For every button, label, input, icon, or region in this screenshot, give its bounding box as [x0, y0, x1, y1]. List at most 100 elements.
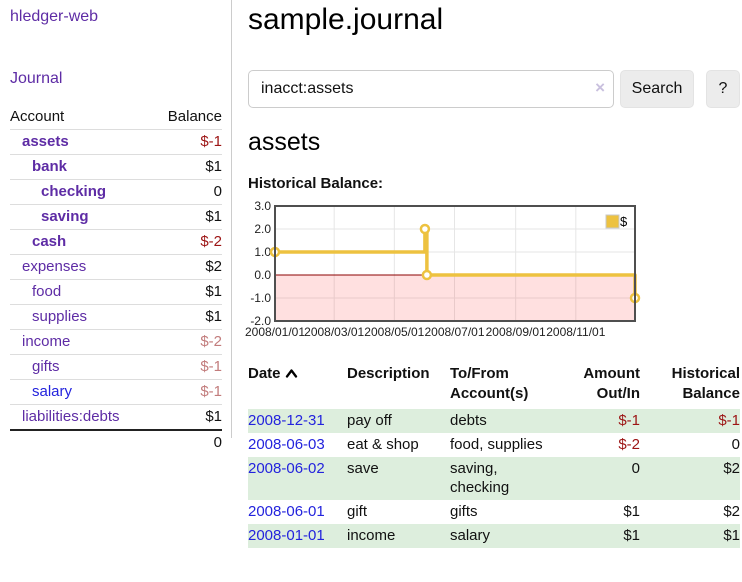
account-balance: 0: [213, 183, 222, 200]
account-balance: $1: [205, 208, 222, 225]
transaction-date-link[interactable]: 2008-06-03: [248, 436, 325, 453]
accounts-header-balance: Balance: [167, 108, 222, 125]
account-link-salary[interactable]: salary: [32, 383, 73, 400]
y-axis-tick-label: 0.0: [254, 268, 271, 282]
x-axis-tick-label: 2008/09/01: [485, 325, 546, 339]
transaction-amount: $1: [623, 503, 640, 520]
transaction-balance: $1: [723, 527, 740, 544]
accounts-total-row: 0: [10, 430, 222, 455]
register-row: 2008-06-02 save saving, checking 0 $2: [248, 457, 740, 500]
register-header-description: Description: [347, 365, 430, 382]
account-row: salary $-1: [10, 380, 222, 405]
register-row: 2008-01-01 income salary $1 $1: [248, 524, 740, 548]
account-balance: $1: [205, 158, 222, 175]
account-row: liabilities:debts $1: [10, 405, 222, 430]
clear-search-icon[interactable]: ×: [595, 78, 605, 97]
y-axis-tick-label: -1.0: [250, 291, 271, 305]
account-link-cash[interactable]: cash: [32, 233, 67, 250]
accounts-header-row: Account Balance: [10, 104, 222, 130]
account-row: expenses $2: [10, 255, 222, 280]
transaction-date-link[interactable]: 2008-06-01: [248, 503, 325, 520]
y-axis-tick-label: -2.0: [250, 314, 271, 328]
accounts-header-account: Account: [10, 108, 65, 125]
accounts-table: Account Balance assets $-1 bank $1 checkin…: [10, 104, 222, 455]
account-link-expenses[interactable]: expenses: [22, 258, 87, 275]
account-link-assets[interactable]: assets: [22, 133, 69, 150]
account-row: saving $1: [10, 205, 222, 230]
account-link-gifts[interactable]: gifts: [32, 358, 60, 375]
account-row: bank $1: [10, 155, 222, 180]
transaction-balance: 0: [731, 436, 740, 453]
page-title: sample.journal: [248, 3, 444, 36]
transaction-balance: $2: [723, 460, 740, 477]
account-row: assets $-1: [10, 130, 222, 155]
account-row: income $-2: [10, 330, 222, 355]
transaction-date-link[interactable]: 2008-12-31: [248, 412, 325, 429]
register-header-amount: Amount Out/In: [583, 365, 640, 402]
x-axis-tick-label: 2008/03/01: [304, 325, 365, 339]
register-header-account: To/From Account(s): [450, 365, 529, 402]
account-balance: $-2: [200, 233, 222, 250]
transaction-accounts: debts: [450, 412, 487, 429]
account-balance: $-2: [200, 333, 222, 350]
transaction-date-link[interactable]: 2008-01-01: [248, 527, 325, 544]
account-section-title: assets: [248, 128, 321, 156]
account-balance: $-1: [200, 133, 222, 150]
account-row: cash $-2: [10, 230, 222, 255]
transaction-amount: $-1: [618, 412, 640, 429]
account-link-saving[interactable]: saving: [41, 208, 89, 225]
transaction-description: save: [347, 460, 379, 477]
search-form: × Search ?: [248, 70, 740, 108]
account-balance: $1: [205, 408, 222, 425]
transaction-date-link[interactable]: 2008-06-02: [248, 460, 325, 477]
y-axis-tick-label: 1.0: [254, 245, 271, 259]
search-button[interactable]: Search: [620, 70, 694, 108]
y-axis-tick-label: 3.0: [254, 199, 271, 213]
transaction-accounts: gifts: [450, 503, 478, 520]
y-axis-tick-label: 2.0: [254, 222, 271, 236]
account-link-checking[interactable]: checking: [41, 183, 107, 200]
x-axis-tick-label: 2008/01/01: [244, 325, 306, 339]
transaction-description: gift: [347, 503, 368, 520]
sort-ascending-icon: [285, 364, 298, 384]
transaction-balance: $2: [723, 503, 740, 520]
account-row: checking 0: [10, 180, 222, 205]
app-title-link[interactable]: hledger-web: [10, 8, 99, 25]
register-header-date[interactable]: Date: [248, 362, 347, 409]
account-link-food[interactable]: food: [32, 283, 62, 300]
register-table: Date Description To/From Account(s) Amou…: [248, 362, 740, 548]
chart-title: Historical Balance:: [248, 175, 384, 192]
register-row: 2008-06-03 eat & shop food, supplies $-2…: [248, 433, 740, 457]
account-balance: $1: [205, 283, 222, 300]
transaction-amount: $1: [623, 527, 640, 544]
account-balance: $-1: [200, 383, 222, 400]
sidebar-item-journal[interactable]: Journal: [10, 70, 63, 87]
account-balance: $1: [205, 308, 222, 325]
x-axis-tick-label: 2008/05/01: [364, 325, 425, 339]
account-row: gifts $-1: [10, 355, 222, 380]
x-axis-tick-label: 2008/11/01: [546, 325, 606, 339]
register-header-row: Date Description To/From Account(s) Amou…: [248, 362, 740, 409]
transaction-amount: 0: [631, 460, 640, 477]
search-box: ×: [248, 70, 614, 108]
transaction-description: eat & shop: [347, 436, 419, 453]
transaction-description: pay off: [347, 412, 392, 429]
account-link-liabilities-debts[interactable]: liabilities:debts: [22, 408, 120, 425]
transaction-amount: $-2: [618, 436, 640, 453]
account-balance: $2: [205, 258, 222, 275]
account-link-supplies[interactable]: supplies: [32, 308, 88, 325]
account-balance: $-1: [200, 358, 222, 375]
account-link-income[interactable]: income: [22, 333, 71, 350]
transaction-description: income: [347, 527, 396, 544]
historical-balance-chart: 3.0 2.0 1.0 0.0 -1.0 -2.0 $ 2008/01/01 2008/03…: [245, 199, 728, 344]
help-button[interactable]: ?: [706, 70, 740, 108]
transaction-balance: $-1: [718, 412, 740, 429]
register-row: 2008-06-01 gift gifts $1 $2: [248, 500, 740, 524]
sidebar: hledger-web Journal Account Balance asse…: [0, 0, 232, 451]
account-row: food $1: [10, 280, 222, 305]
account-row: supplies $1: [10, 305, 222, 330]
transaction-accounts: salary: [450, 527, 491, 544]
x-axis-tick-label: 2008/07/01: [424, 325, 485, 339]
search-input[interactable]: [248, 70, 614, 108]
account-link-bank[interactable]: bank: [32, 158, 68, 175]
